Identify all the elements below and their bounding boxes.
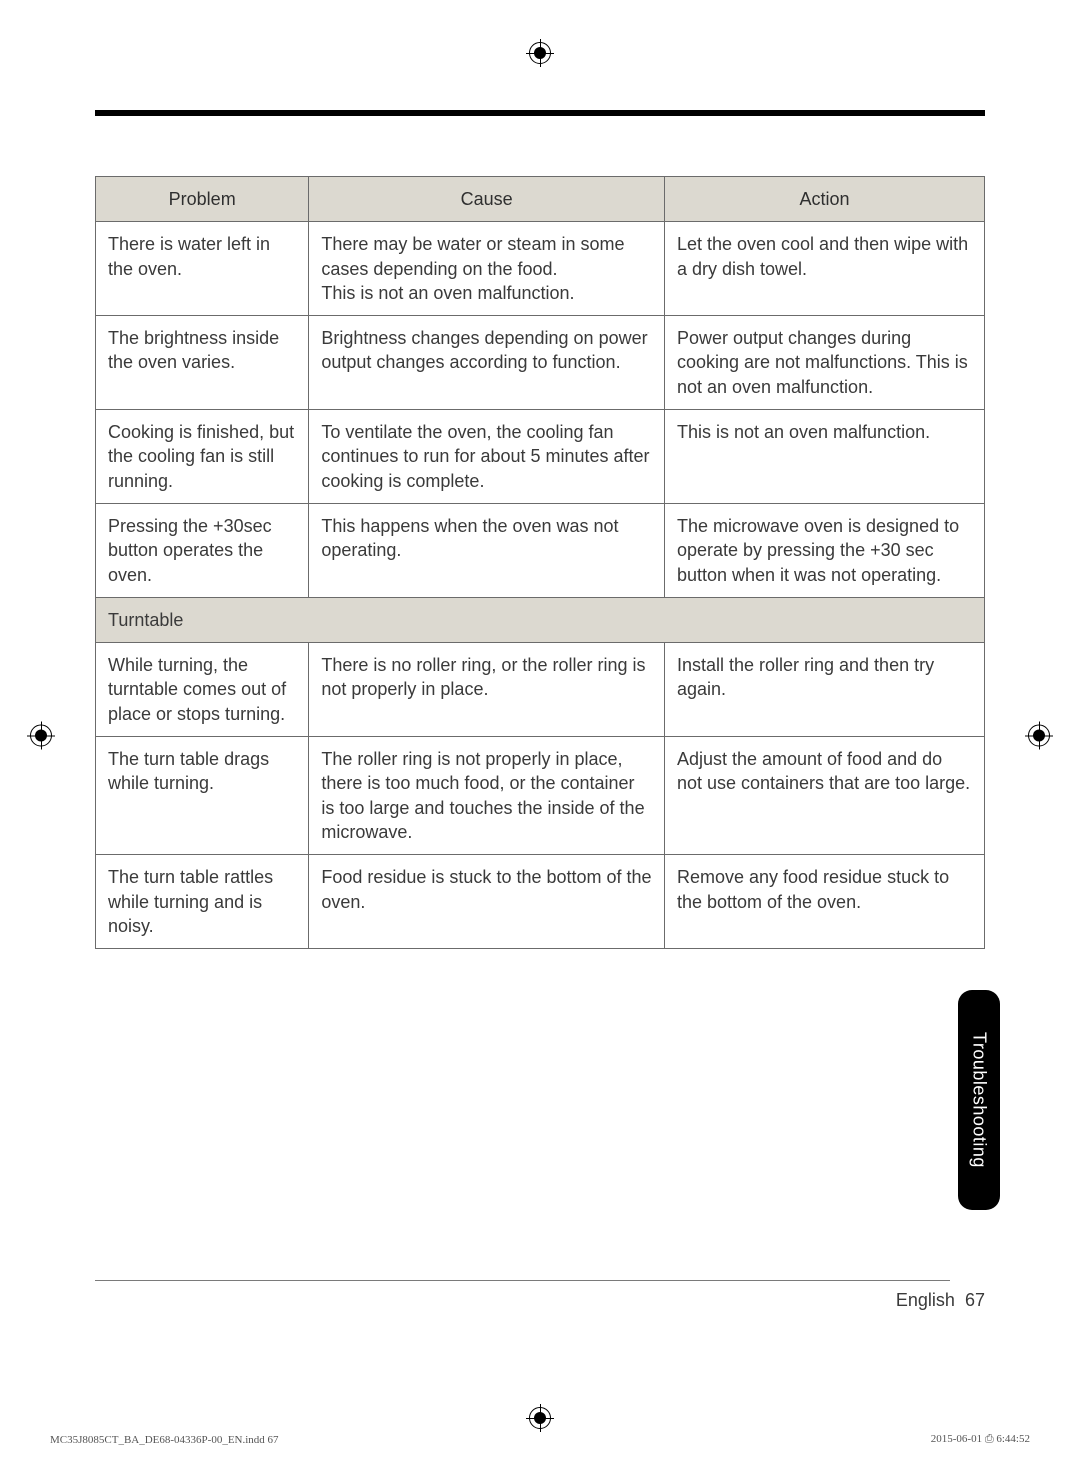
cell-cause: To ventilate the oven, the cooling fan c… bbox=[309, 410, 665, 504]
footer-timestamp: 2015-06-01 ⎙ 6:44:52 bbox=[931, 1433, 1030, 1446]
cell-action: Power output changes during cooking are … bbox=[664, 316, 984, 410]
cell-action: Let the oven cool and then wipe with a d… bbox=[664, 222, 984, 316]
table-header-row: Problem Cause Action bbox=[96, 177, 985, 222]
table-row: There is water left in the oven. There m… bbox=[96, 222, 985, 316]
table-section-row: Turntable bbox=[96, 597, 985, 642]
page-number: English 67 bbox=[896, 1290, 985, 1311]
cell-problem: There is water left in the oven. bbox=[96, 222, 309, 316]
registration-mark-left bbox=[30, 725, 52, 752]
top-rule bbox=[95, 110, 985, 116]
page-num-value: 67 bbox=[965, 1290, 985, 1310]
table-row: Cooking is finished, but the cooling fan… bbox=[96, 410, 985, 504]
cell-cause: Food residue is stuck to the bottom of t… bbox=[309, 855, 665, 949]
registration-mark-bottom bbox=[529, 1407, 551, 1434]
troubleshooting-table: Problem Cause Action There is water left… bbox=[95, 176, 985, 949]
header-cause: Cause bbox=[309, 177, 665, 222]
table-row: While turning, the turntable comes out o… bbox=[96, 643, 985, 737]
cell-cause: The roller ring is not properly in place… bbox=[309, 737, 665, 855]
table-row: The turn table drags while turning. The … bbox=[96, 737, 985, 855]
table-row: Pressing the +30sec button operates the … bbox=[96, 503, 985, 597]
cell-problem: Pressing the +30sec button operates the … bbox=[96, 503, 309, 597]
cell-problem: The turn table rattles while turning and… bbox=[96, 855, 309, 949]
page-lang: English bbox=[896, 1290, 955, 1310]
cell-cause: Brightness changes depending on power ou… bbox=[309, 316, 665, 410]
footer-rule bbox=[95, 1280, 950, 1281]
cell-problem: The turn table drags while turning. bbox=[96, 737, 309, 855]
table-row: The turn table rattles while turning and… bbox=[96, 855, 985, 949]
cell-problem: While turning, the turntable comes out o… bbox=[96, 643, 309, 737]
registration-mark-top bbox=[529, 42, 551, 69]
registration-mark-right bbox=[1028, 725, 1050, 752]
cell-cause: There may be water or steam in some case… bbox=[309, 222, 665, 316]
header-problem: Problem bbox=[96, 177, 309, 222]
footer-filename: MC35J8085CT_BA_DE68-04336P-00_EN.indd 67 bbox=[50, 1434, 279, 1446]
table-row: The brightness inside the oven varies. B… bbox=[96, 316, 985, 410]
cell-action: Remove any food residue stuck to the bot… bbox=[664, 855, 984, 949]
section-tab: Troubleshooting bbox=[958, 990, 1000, 1210]
cell-action: This is not an oven malfunction. bbox=[664, 410, 984, 504]
cell-action: The microwave oven is designed to operat… bbox=[664, 503, 984, 597]
cell-action: Install the roller ring and then try aga… bbox=[664, 643, 984, 737]
cell-problem: Cooking is finished, but the cooling fan… bbox=[96, 410, 309, 504]
section-tab-label: Troubleshooting bbox=[969, 1032, 990, 1168]
page-content: Problem Cause Action There is water left… bbox=[95, 110, 985, 949]
cell-action: Adjust the amount of food and do not use… bbox=[664, 737, 984, 855]
cell-cause: This happens when the oven was not opera… bbox=[309, 503, 665, 597]
header-action: Action bbox=[664, 177, 984, 222]
cell-cause: There is no roller ring, or the roller r… bbox=[309, 643, 665, 737]
section-heading: Turntable bbox=[96, 597, 985, 642]
cell-problem: The brightness inside the oven varies. bbox=[96, 316, 309, 410]
